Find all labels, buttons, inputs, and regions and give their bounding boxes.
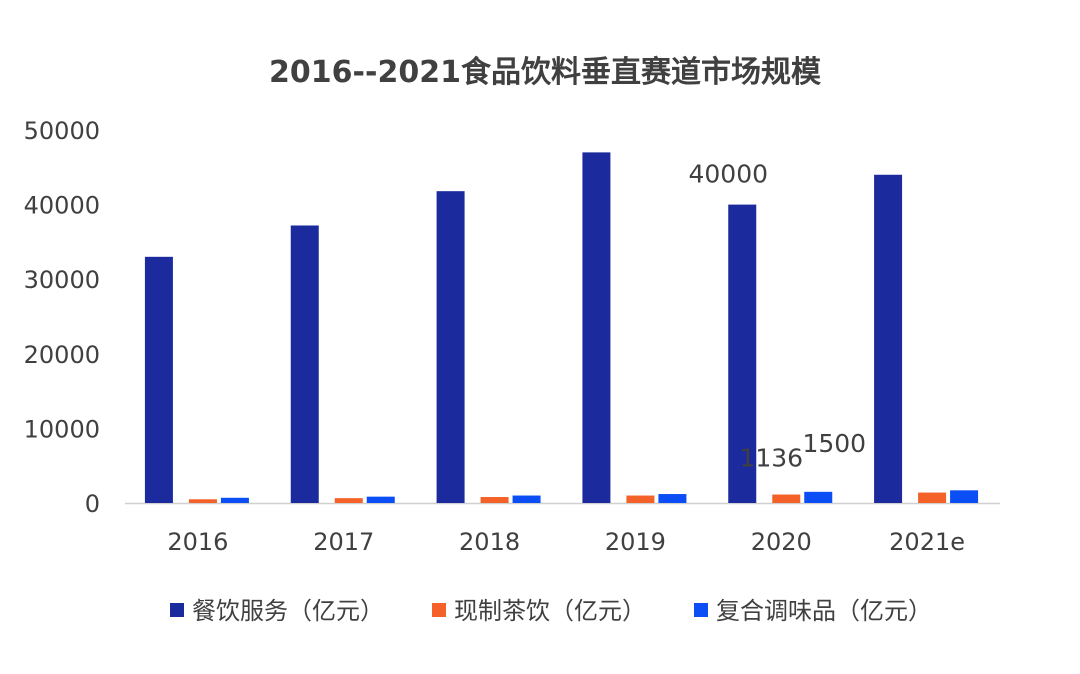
data-label: 1500: [802, 429, 866, 458]
legend-swatch: [432, 603, 446, 617]
legend-swatch: [694, 603, 708, 617]
bar-series1-2021e: [874, 174, 903, 503]
bar-series2-2017: [334, 498, 363, 503]
x-tick-label: 2021e: [889, 528, 965, 556]
bar-series3-2021e: [950, 490, 979, 503]
y-tick-label: 20000: [24, 341, 100, 369]
bar-series1-2020: [728, 204, 757, 503]
bar-series1-2019: [582, 152, 611, 503]
bar-series2-2019: [626, 495, 655, 503]
y-tick-label: 40000: [24, 192, 100, 220]
bar-series3-2018: [512, 495, 541, 503]
bar-series2-2018: [480, 497, 509, 503]
legend-label: 复合调味品（亿元）: [716, 597, 932, 625]
bar-series3-2020: [804, 491, 833, 503]
x-tick-label: 2017: [313, 528, 374, 556]
x-axis-ticks: 2016 2017 2018 2019 2020 2021e: [167, 528, 965, 556]
bar-series1-2018: [436, 191, 465, 503]
bar-series1-2016: [144, 256, 173, 503]
x-tick-label: 2019: [605, 528, 666, 556]
data-label: 40000: [688, 160, 768, 189]
y-axis-ticks: 0 10000 20000 30000 40000 50000: [24, 117, 100, 518]
legend-label: 现制茶饮（亿元）: [454, 597, 646, 625]
data-label: 1136: [739, 444, 803, 473]
y-tick-label: 50000: [24, 117, 100, 145]
x-tick-label: 2018: [459, 528, 520, 556]
x-tick-label: 2016: [167, 528, 228, 556]
bar-series2-2021e: [918, 492, 947, 503]
bar-series3-2016: [220, 497, 249, 503]
legend: 餐饮服务（亿元） 现制茶饮（亿元） 复合调味品（亿元）: [170, 597, 932, 625]
bar-series2-2020: [772, 494, 801, 503]
bar-series1-2017: [290, 225, 319, 503]
legend-label: 餐饮服务（亿元）: [192, 597, 384, 625]
x-tick-label: 2020: [751, 528, 812, 556]
bar-series3-2019: [658, 494, 687, 503]
y-tick-label: 10000: [24, 415, 100, 443]
y-tick-label: 30000: [24, 266, 100, 294]
bars-group: [144, 152, 979, 503]
chart-title: 2016--2021食品饮料垂直赛道市场规模: [269, 55, 821, 90]
legend-swatch: [170, 603, 184, 617]
bar-series3-2017: [366, 496, 395, 503]
bar-series2-2016: [188, 499, 217, 503]
y-tick-label: 0: [85, 490, 100, 518]
